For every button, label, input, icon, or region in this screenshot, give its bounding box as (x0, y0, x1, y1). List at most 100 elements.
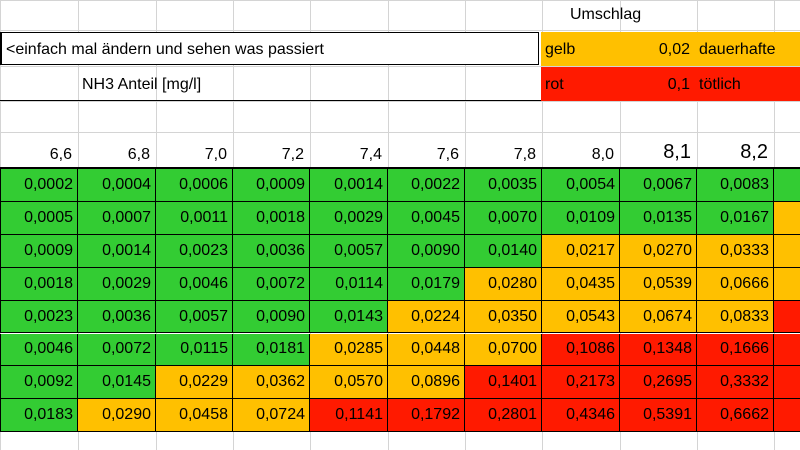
cell: 0,0224 (388, 300, 465, 334)
cell: 0,3332 (697, 366, 774, 400)
cell: 0,0045 (388, 201, 465, 235)
cell: 0,0435 (542, 267, 620, 301)
cell: 0,0005 (0, 201, 78, 235)
cell: 0,0290 (78, 399, 156, 433)
cell: 0,4346 (542, 399, 620, 433)
cell: 0,0217 (542, 234, 620, 268)
cell: 0,0143 (310, 300, 388, 334)
grid-line (0, 30, 800, 31)
cell: 0,0458 (156, 399, 233, 433)
cell-partial (774, 267, 800, 301)
cell: 0,0023 (0, 300, 78, 334)
cell: 0,0135 (620, 201, 697, 235)
cell: 0,0183 (0, 399, 78, 433)
cell: 0,0018 (233, 201, 310, 235)
cell: 0,1401 (465, 366, 542, 400)
cell: 0,0072 (78, 333, 156, 367)
cell: 0,0007 (78, 201, 156, 235)
cell: 0,1792 (388, 399, 465, 433)
cell: 0,0036 (233, 234, 310, 268)
grid-line (0, 101, 800, 102)
column-header: 7,8 (513, 146, 536, 163)
cell: 0,0570 (310, 366, 388, 400)
cell: 0,0054 (542, 169, 620, 202)
cell: 0,0036 (78, 300, 156, 334)
column-header: 7,6 (436, 146, 459, 163)
grid-line (0, 0, 800, 1)
column-header: 7,0 (204, 146, 227, 163)
cell: 0,0009 (233, 169, 310, 202)
cell: 0,0083 (697, 169, 774, 202)
column-header: 7,4 (359, 146, 382, 163)
column-header: 8,2 (740, 141, 768, 163)
cell: 0,0046 (0, 333, 78, 367)
cell: 0,0029 (78, 267, 156, 301)
cell: 0,1086 (542, 333, 620, 367)
cell: 0,5391 (620, 399, 697, 433)
legend-threshold: 0,02 (658, 41, 690, 58)
cell: 0,0029 (310, 201, 388, 235)
legend-threshold: 0,1 (667, 75, 690, 93)
cell: 0,0011 (156, 201, 233, 235)
cell: 0,0833 (697, 300, 774, 334)
grid-line (0, 132, 800, 133)
column-header: 8,0 (591, 146, 614, 163)
cell: 0,0070 (465, 201, 542, 235)
cell: 0,0014 (310, 169, 388, 202)
label: NH3 Anteil [mg/l] (82, 76, 202, 93)
cell: 0,0896 (388, 366, 465, 400)
cell: 0,0674 (620, 300, 697, 334)
border-line (0, 167, 800, 169)
title: Umschlag (570, 6, 642, 23)
note: <einfach mal ändern und sehen was passie… (0, 32, 539, 65)
cell: 0,0072 (233, 267, 310, 301)
cell: 0,0115 (156, 333, 233, 367)
column-header: 8,1 (663, 141, 691, 163)
cell: 0,0006 (156, 169, 233, 202)
legend-text: dauerhafte (699, 41, 776, 58)
cell: 0,0057 (156, 300, 233, 334)
legend-row (541, 66, 800, 101)
cell: 0,0014 (78, 234, 156, 268)
cell: 0,0229 (156, 366, 233, 400)
cell-partial (774, 169, 800, 202)
cell: 0,0002 (0, 169, 78, 202)
cell-partial (774, 333, 800, 367)
cell-partial (774, 201, 800, 235)
cell: 0,0023 (156, 234, 233, 268)
border-line (0, 100, 541, 101)
cell: 0,0280 (465, 267, 542, 301)
cell-partial (774, 234, 800, 268)
legend-text: tötlich (699, 75, 741, 93)
cell: 0,0035 (465, 169, 542, 202)
cell-partial (774, 399, 800, 433)
cell: 0,0140 (465, 234, 542, 268)
cell: 0,0700 (465, 333, 542, 367)
cell: 0,0285 (310, 333, 388, 367)
legend-label: rot (545, 75, 564, 93)
column-header: 6,6 (49, 146, 72, 163)
cell: 0,0539 (620, 267, 697, 301)
legend-label: gelb (545, 41, 576, 58)
cell: 0,0092 (0, 366, 78, 400)
column-header: 6,8 (127, 146, 150, 163)
cell: 0,2173 (542, 366, 620, 400)
cell: 0,0067 (620, 169, 697, 202)
cell: 0,0167 (697, 201, 774, 235)
cell: 0,0114 (310, 267, 388, 301)
cell: 0,1141 (310, 399, 388, 433)
cell: 0,0666 (697, 267, 774, 301)
cell: 0,0333 (697, 234, 774, 268)
grid-line (0, 66, 800, 67)
cell: 0,0270 (620, 234, 697, 268)
cell: 0,1666 (697, 333, 774, 367)
cell-partial (774, 300, 800, 334)
cell: 0,0090 (233, 300, 310, 334)
column-header: 7,2 (281, 146, 304, 163)
cell: 0,0350 (465, 300, 542, 334)
cell: 0,1348 (620, 333, 697, 367)
cell: 0,0181 (233, 333, 310, 367)
cell: 0,0018 (0, 267, 78, 301)
cell: 0,0009 (0, 234, 78, 268)
